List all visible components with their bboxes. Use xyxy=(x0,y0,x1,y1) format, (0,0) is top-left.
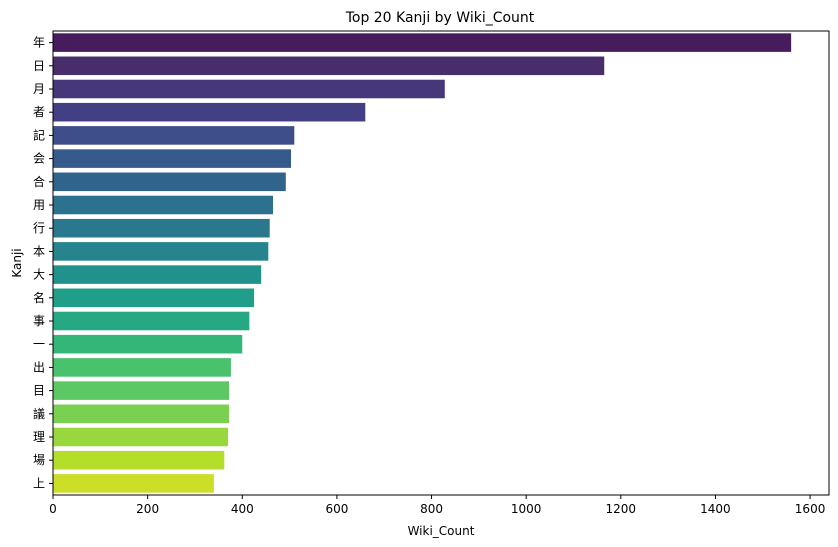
bar-9 xyxy=(53,242,269,261)
x-tick-label: 1000 xyxy=(511,502,542,516)
y-tick-label: 目 xyxy=(33,384,45,398)
y-tick-label: 議 xyxy=(33,407,45,421)
y-tick-label: 記 xyxy=(33,127,45,142)
plot-frame xyxy=(52,30,830,496)
bar-17 xyxy=(53,427,229,447)
x-tick-label: 1600 xyxy=(795,502,826,516)
bar-11 xyxy=(53,288,255,308)
y-tick-label: 月 xyxy=(33,82,45,96)
bar-3 xyxy=(53,102,366,122)
x-axis-ticks: 0 200 400 600 800 1000 1200 1400 1600 xyxy=(49,495,825,516)
y-tick-label: 大 xyxy=(33,268,45,282)
y-tick-label: 会 xyxy=(33,152,45,166)
x-tick-label: 1200 xyxy=(606,502,637,516)
bar-19 xyxy=(53,474,214,493)
bar-5 xyxy=(53,149,292,168)
bar-0 xyxy=(53,33,792,52)
y-tick-label: 一 xyxy=(33,337,45,351)
bar-6 xyxy=(53,172,286,192)
bar-2 xyxy=(53,79,445,99)
bar-13 xyxy=(53,334,243,354)
bar-4 xyxy=(53,126,295,145)
y-tick-label: 場 xyxy=(33,453,45,467)
bar-14 xyxy=(53,358,231,377)
bar-12 xyxy=(53,311,250,331)
bar-16 xyxy=(53,404,230,424)
y-tick-label: 名 xyxy=(33,290,45,305)
bar-8 xyxy=(53,218,270,238)
x-tick-label: 400 xyxy=(231,502,254,516)
x-tick-label: 200 xyxy=(136,502,159,516)
y-tick-label: 合 xyxy=(33,174,45,189)
y-tick-label: 者 xyxy=(33,105,45,119)
x-tick-label: 0 xyxy=(49,502,57,516)
y-tick-label: 日 xyxy=(33,59,45,73)
x-tick-label: 1400 xyxy=(700,502,731,516)
y-tick-label: 本 xyxy=(33,244,45,258)
x-axis-title: Wiki_Count xyxy=(408,524,475,538)
y-tick-label: 出 xyxy=(33,360,45,374)
y-tick-label: 行 xyxy=(33,221,45,235)
y-tick-label: 理 xyxy=(33,430,45,444)
chart-title: Top 20 Kanji by Wiki_Count xyxy=(345,10,535,26)
bar-18 xyxy=(53,450,225,470)
bar-7 xyxy=(53,195,274,215)
bar-1 xyxy=(53,56,605,76)
x-tick-label: 800 xyxy=(420,502,443,516)
y-tick-label: 用 xyxy=(33,198,45,212)
bars-group xyxy=(53,33,792,493)
y-tick-label: 上 xyxy=(33,476,45,490)
y-axis-title: Kanji xyxy=(10,248,24,277)
y-tick-label: 年 xyxy=(33,36,45,50)
x-tick-label: 600 xyxy=(325,502,348,516)
bar-15 xyxy=(53,381,230,400)
y-tick-label: 事 xyxy=(33,314,45,328)
bar-10 xyxy=(53,265,262,284)
